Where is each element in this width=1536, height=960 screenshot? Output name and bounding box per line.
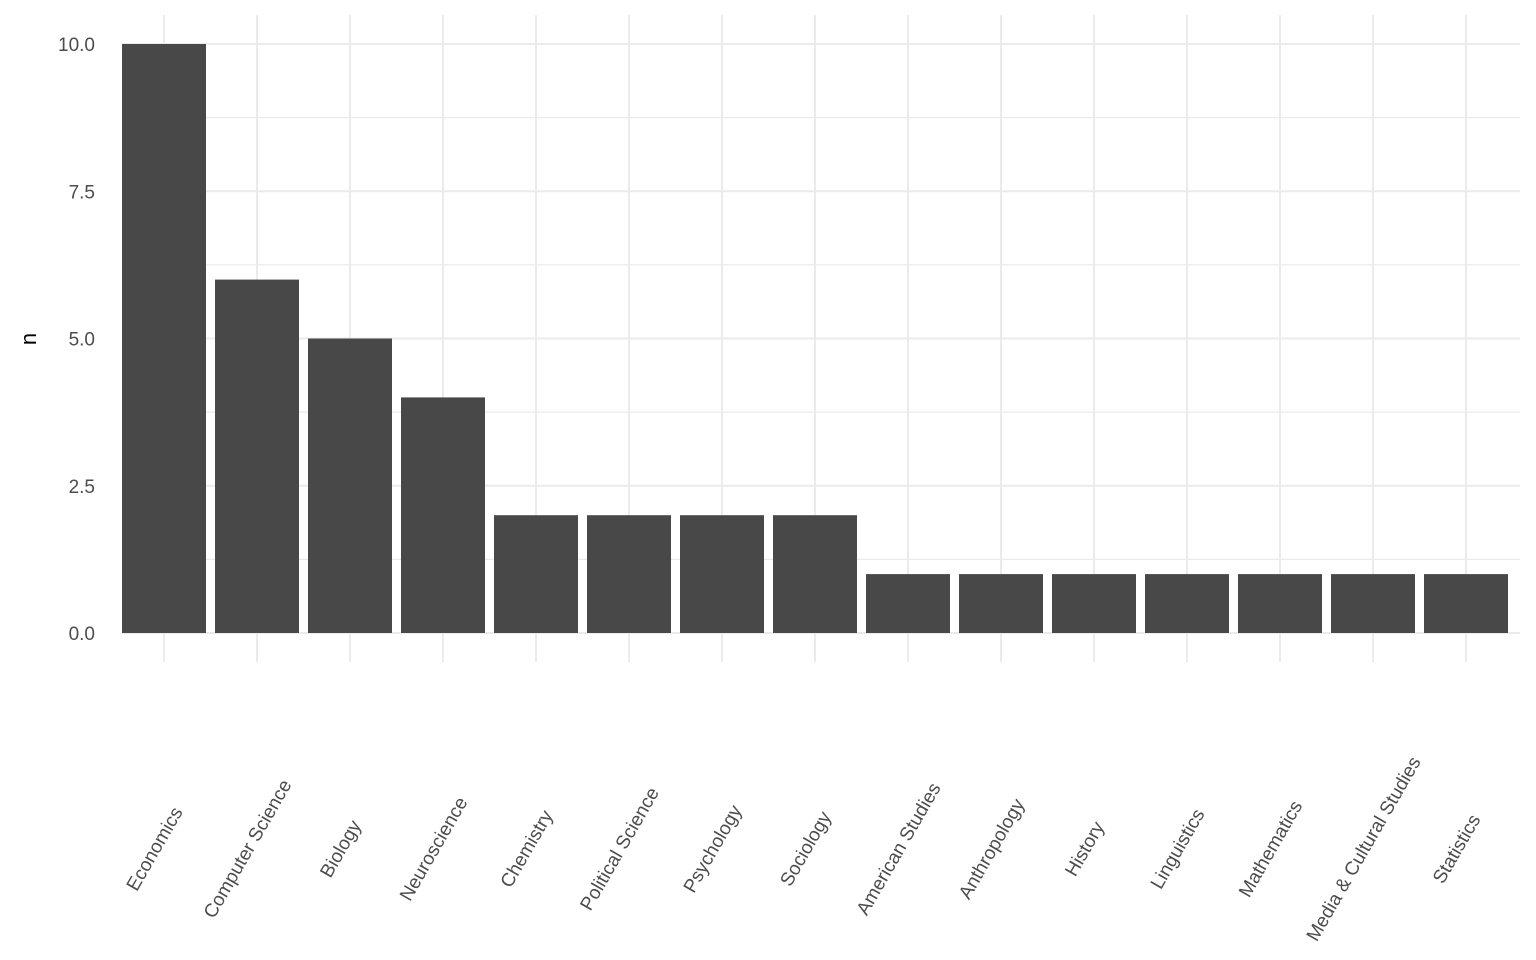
x-tick-label: History bbox=[1061, 818, 1109, 880]
x-tick-label: Political Science bbox=[577, 784, 664, 914]
x-tick-label: Statistics bbox=[1429, 811, 1485, 887]
bar-linguistics bbox=[1145, 574, 1229, 633]
x-tick-label: Media & Cultural Studies bbox=[1303, 753, 1426, 945]
bar-american-studies bbox=[866, 574, 950, 633]
y-tick-label: 7.5 bbox=[69, 182, 95, 203]
bar-anthropology bbox=[959, 574, 1043, 633]
bars bbox=[122, 44, 1508, 633]
y-axis-ticks: 0.0 2.5 5.0 7.5 10.0 bbox=[58, 35, 95, 645]
x-tick-label: Sociology bbox=[777, 808, 837, 890]
y-tick-label: 2.5 bbox=[69, 477, 95, 498]
x-tick-label: Linguistics bbox=[1147, 806, 1210, 893]
bar-history bbox=[1052, 574, 1136, 633]
bar-mathematics bbox=[1238, 574, 1322, 633]
bar-biology bbox=[308, 338, 392, 633]
x-tick-label: Computer Science bbox=[200, 776, 296, 922]
x-tick-label: Chemistry bbox=[497, 807, 558, 892]
bar-chemistry bbox=[494, 515, 578, 633]
y-tick-label: 10.0 bbox=[58, 35, 95, 56]
x-tick-label: American Studies bbox=[853, 780, 946, 919]
x-tick-label: Anthropology bbox=[955, 795, 1029, 903]
bar-media-cultural-studies bbox=[1331, 574, 1415, 633]
bar-statistics bbox=[1424, 574, 1508, 633]
x-tick-label: Psychology bbox=[680, 801, 747, 896]
x-axis-ticks: Economics Computer Science Biology Neurosci… bbox=[123, 753, 1485, 945]
x-tick-label: Economics bbox=[123, 804, 188, 895]
bar-sociology bbox=[773, 515, 857, 633]
x-tick-label: Biology bbox=[317, 817, 367, 882]
bar-neuroscience bbox=[401, 397, 485, 633]
y-tick-label: 5.0 bbox=[69, 330, 95, 351]
bar-computer-science bbox=[215, 279, 299, 633]
bar-political-science bbox=[587, 515, 671, 633]
y-tick-label: 0.0 bbox=[69, 624, 95, 645]
x-tick-label: Mathematics bbox=[1235, 797, 1307, 901]
y-axis-label: n bbox=[16, 333, 41, 345]
x-tick-label: Neuroscience bbox=[396, 794, 472, 905]
bar-economics bbox=[122, 44, 206, 633]
bar-psychology bbox=[680, 515, 764, 633]
